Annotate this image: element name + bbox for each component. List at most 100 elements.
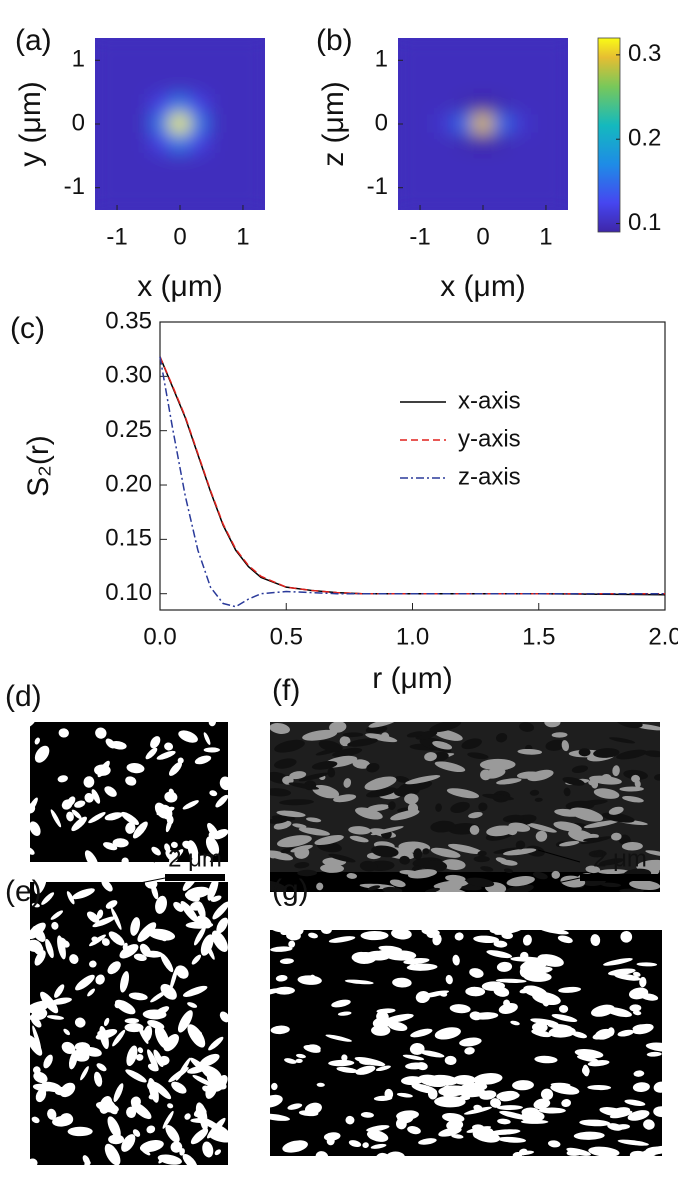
- pore: [306, 817, 322, 823]
- heat-cell: [207, 56, 228, 77]
- pore: [366, 787, 397, 798]
- pore: [131, 1101, 152, 1120]
- scale-bar: [580, 874, 660, 881]
- heat-cell: [151, 113, 172, 135]
- pore: [446, 788, 480, 799]
- pore: [30, 1158, 38, 1165]
- heat-cell: [454, 152, 475, 173]
- pore: [495, 978, 527, 983]
- pore: [362, 1142, 369, 1149]
- pore: [298, 827, 330, 836]
- pore: [467, 752, 489, 760]
- heat-cell: [132, 38, 153, 58]
- pore: [429, 722, 462, 733]
- y-tick-label: 0.15: [105, 525, 152, 552]
- pore: [101, 882, 113, 892]
- heat-cell: [473, 190, 493, 210]
- pore: [219, 776, 228, 791]
- pore: [365, 917, 393, 926]
- pore: [645, 1042, 662, 1052]
- heat-cell: [188, 75, 209, 96]
- pore: [429, 1074, 459, 1086]
- pore: [339, 1156, 362, 1164]
- pore: [103, 1017, 110, 1027]
- pore: [292, 823, 307, 829]
- pore: [95, 1101, 119, 1113]
- y-tick-label: 1: [375, 46, 388, 73]
- heat-cell: [207, 38, 228, 58]
- pore: [583, 819, 619, 829]
- pore: [614, 973, 641, 981]
- pore: [282, 1140, 308, 1153]
- pore: [473, 935, 500, 944]
- pore: [50, 997, 72, 1005]
- heat-cell: [245, 152, 265, 173]
- pore: [448, 843, 483, 854]
- pore: [600, 882, 622, 888]
- pore: [288, 925, 304, 937]
- heat-cell: [454, 190, 475, 210]
- pore: [91, 789, 101, 804]
- pore: [611, 1107, 631, 1115]
- pore: [490, 1098, 502, 1108]
- pore: [583, 837, 602, 843]
- pore: [337, 1011, 352, 1016]
- pore: [534, 1055, 558, 1064]
- pore: [468, 811, 483, 819]
- x-axis-label: x (μm): [440, 270, 526, 303]
- panel-label: (d): [5, 680, 42, 713]
- pore: [608, 737, 636, 744]
- heat-cell: [113, 113, 134, 135]
- pore: [194, 926, 206, 946]
- pore: [430, 820, 456, 833]
- pore: [643, 1119, 655, 1130]
- panel-label: (f): [272, 674, 300, 707]
- pore: [618, 834, 631, 845]
- pore: [463, 1106, 492, 1115]
- pore: [529, 789, 540, 796]
- pore: [279, 799, 314, 806]
- x-axis-label: r (μm): [372, 662, 453, 695]
- pore: [469, 968, 484, 978]
- pore: [315, 1151, 329, 1163]
- y-axis-label: S₂(r): [22, 435, 55, 497]
- pore: [523, 985, 548, 998]
- pore: [113, 1083, 124, 1102]
- pore: [121, 857, 129, 862]
- pore: [58, 728, 69, 738]
- heat-cell: [151, 171, 172, 192]
- heat-cell: [491, 94, 512, 115]
- pore: [473, 1073, 503, 1085]
- y-axis-label: z (μm): [317, 81, 350, 167]
- heat-cell: [170, 38, 190, 58]
- heat-cell: [245, 94, 265, 115]
- pore: [190, 1128, 209, 1145]
- pore: [148, 1092, 159, 1100]
- pore: [530, 1018, 559, 1026]
- pore: [72, 888, 95, 900]
- pore: [434, 761, 466, 773]
- pore: [442, 1113, 465, 1123]
- heat-cell: [529, 171, 550, 192]
- pore: [576, 1055, 599, 1062]
- pore: [617, 1139, 649, 1146]
- pore: [176, 1057, 191, 1081]
- pore: [203, 732, 211, 745]
- pore: [178, 730, 198, 743]
- pore: [119, 944, 139, 959]
- pore: [146, 1125, 156, 1134]
- pore: [68, 1051, 78, 1070]
- heat-cell: [416, 190, 437, 210]
- pore: [617, 1029, 635, 1037]
- pore: [432, 740, 453, 750]
- pore: [150, 990, 167, 1003]
- pore: [107, 1116, 121, 1138]
- pore: [30, 722, 36, 728]
- pore: [434, 883, 462, 892]
- pore: [203, 747, 220, 753]
- pore: [502, 848, 537, 856]
- pore: [148, 928, 176, 941]
- pore: [557, 935, 573, 944]
- pore: [622, 919, 637, 928]
- pore: [199, 1053, 220, 1067]
